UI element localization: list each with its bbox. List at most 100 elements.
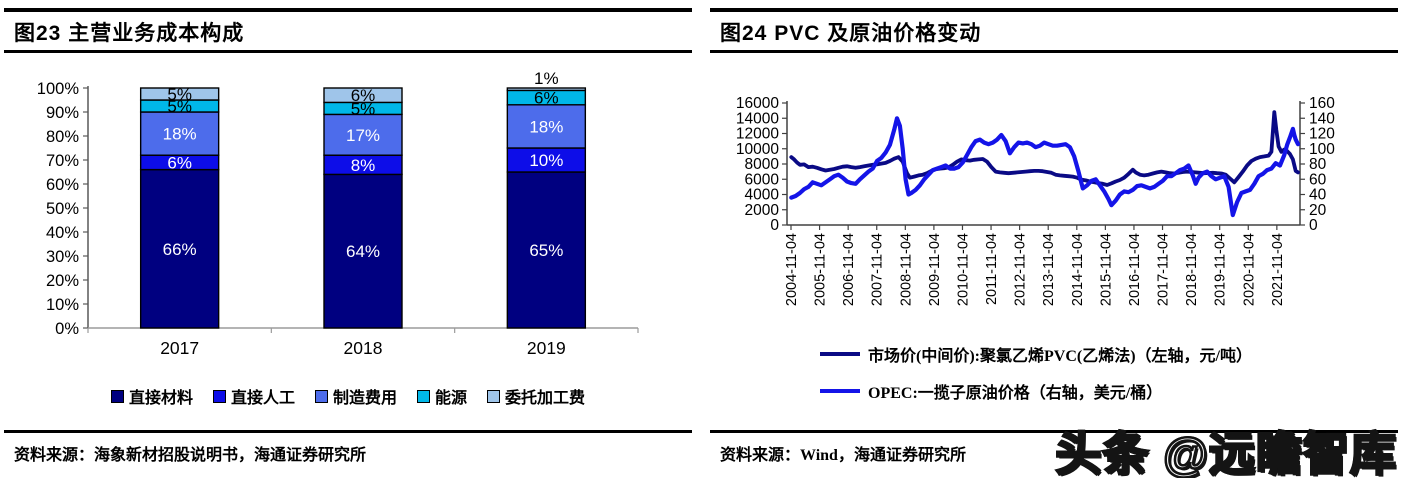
bar-segment [139, 111, 220, 156]
legend-label: 能源 [435, 390, 468, 407]
x-tick-label: 2004-11-04 [784, 233, 800, 306]
bar-segment-label: 6% [534, 89, 559, 108]
watermark-text: 头条 @远瞻智库 [1054, 427, 1397, 478]
bar-segment [323, 87, 403, 104]
footer-rule [4, 430, 692, 433]
y-tick-label: 100% [37, 80, 80, 98]
legend-item: 直接材料 [110, 384, 193, 408]
left-y-tick-label: 6000 [745, 171, 780, 188]
x-tick-label: 2018-11-04 [1184, 233, 1200, 306]
x-tick-label: 2020-11-04 [1241, 233, 1257, 306]
x-tick-label: 2019-11-04 [1213, 233, 1229, 306]
bar-segment [323, 173, 403, 329]
figure-23-panel: 图23 主营业务成本构成 0% 10% 20% 30% 40% 50% 60% 70% 80% 9… [4, 0, 692, 478]
line-chart-legend: 市场价(中间价):聚氯乙烯PVC(乙烯法)（左轴，元/吨） OPEC:一揽子原油价… [820, 342, 1252, 403]
bar-segment [506, 171, 587, 329]
bar-segment-label: 1% [534, 69, 559, 88]
right-y-tick-label: 140 [1309, 110, 1335, 127]
bar-segment-label: 6% [167, 153, 192, 172]
legend-item: 直接人工 [212, 384, 295, 408]
y-tick-label: 90% [46, 104, 79, 122]
price-line-series [789, 116, 1301, 218]
left-y-tick-label: 0 [770, 217, 779, 234]
bar-segment-label: 17% [346, 126, 380, 145]
right-y-tick-label: 20 [1309, 202, 1327, 219]
legend-label: 市场价(中间价):聚氯乙烯PVC(乙烯法)（左轴，元/吨） [868, 348, 1252, 365]
legend-item: OPEC:一揽子原油价格（右轴，美元/桶） [820, 379, 1252, 403]
title-underline [4, 50, 692, 53]
x-tick-label: 2009-11-04 [927, 233, 943, 306]
legend-label: 直接材料 [128, 390, 193, 407]
left-y-tick-label: 4000 [745, 187, 780, 204]
x-tick-label: 2016-11-04 [1127, 233, 1143, 306]
left-y-tick-label: 14000 [736, 110, 779, 127]
legend-item: 制造费用 [314, 384, 397, 408]
x-tick-label: 2008-11-04 [898, 233, 914, 306]
bar-segment-label: 8% [351, 156, 376, 175]
bar-segment-label: 18% [163, 125, 197, 144]
x-tick-label: 2007-11-04 [870, 233, 886, 306]
figure-23-source: 资料来源：海象新材招股说明书，海通证券研究所 [14, 447, 367, 464]
y-tick-label: 10% [46, 296, 79, 314]
right-y-tick-label: 40 [1309, 187, 1327, 204]
y-tick-label: 80% [46, 128, 79, 146]
left-y-tick-label: 16000 [736, 95, 779, 112]
legend-label: OPEC:一揽子原油价格（右轴，美元/桶） [868, 385, 1163, 402]
x-tick-label: 2021-11-04 [1270, 233, 1286, 306]
legend-swatch [417, 389, 430, 403]
legend-line-swatch [820, 389, 860, 393]
bar-segment-label: 10% [529, 151, 563, 170]
right-y-tick-label: 160 [1309, 95, 1335, 112]
legend-label: 直接人工 [230, 390, 295, 407]
right-y-tick-label: 120 [1309, 126, 1335, 143]
y-tick-label: 20% [46, 272, 79, 290]
y-tick-label: 40% [46, 224, 79, 242]
left-y-tick-label: 12000 [736, 126, 779, 143]
right-y-tick-label: 100 [1309, 141, 1335, 158]
y-tick-label: 0% [55, 320, 79, 338]
right-y-tick-label: 60 [1309, 171, 1327, 188]
left-y-tick-label: 2000 [745, 202, 780, 219]
legend-label: 委托加工费 [505, 390, 586, 407]
cost-composition-bar-chart: 0% 10% 20% 30% 40% 50% 60% 70% 80% 90% 100% 66% 6% 18… [37, 69, 639, 358]
title-underline [710, 50, 1398, 53]
legend-swatch [487, 389, 501, 403]
pvc-oil-price-line-chart: 0200040006000800010000120001400016000020… [736, 95, 1335, 306]
legend-swatch [314, 389, 328, 403]
left-y-tick-label: 8000 [745, 156, 780, 173]
y-tick-label: 50% [46, 200, 79, 218]
bar-segment-label: 5% [167, 85, 192, 104]
bar-segment [323, 113, 403, 156]
bar-segment-label: 6% [351, 86, 376, 105]
bar-segment-label: 5% [167, 97, 192, 116]
right-y-tick-label: 80 [1309, 156, 1327, 173]
top-rule [4, 8, 692, 12]
x-tick-label: 2014-11-04 [1070, 233, 1086, 306]
x-tick-label: 2013-11-04 [1041, 233, 1057, 306]
legend-item: 能源 [417, 384, 467, 408]
legend-line-swatch [820, 352, 860, 356]
category-label: 2017 [160, 338, 199, 358]
left-y-tick-label: 10000 [736, 141, 779, 158]
right-y-tick-label: 0 [1309, 217, 1318, 234]
y-tick-label: 70% [46, 152, 79, 170]
bar-segment-label: 66% [163, 240, 197, 259]
top-rule [710, 8, 1398, 12]
figure-24-panel: 图24 PVC 及原油价格变动 0 2000 4000 6000 8000 10000 12… [710, 0, 1398, 478]
figure-24-title: 图24 PVC 及原油价格变动 [720, 22, 982, 45]
x-tick-label: 2012-11-04 [1013, 233, 1029, 306]
x-tick-label: 2006-11-04 [841, 233, 857, 306]
y-tick-label: 60% [46, 176, 79, 194]
bar-chart-legend: 直接材料 直接人工 制造费用 能源 委托加工费 [4, 384, 692, 408]
legend-swatch [110, 389, 124, 403]
figure-23-title: 图23 主营业务成本构成 [14, 22, 245, 45]
bar-segment-label: 65% [529, 241, 563, 260]
x-tick-label: 2017-11-04 [1156, 233, 1172, 306]
legend-label: 制造费用 [332, 390, 397, 407]
x-tick-label: 2015-11-04 [1098, 233, 1114, 306]
category-label: 2019 [527, 338, 566, 358]
bar-segment [506, 87, 587, 92]
bar-segment-label: 18% [529, 117, 563, 136]
x-tick-label: 2011-11-04 [984, 233, 1000, 305]
bar-segment-label: 5% [351, 99, 376, 118]
